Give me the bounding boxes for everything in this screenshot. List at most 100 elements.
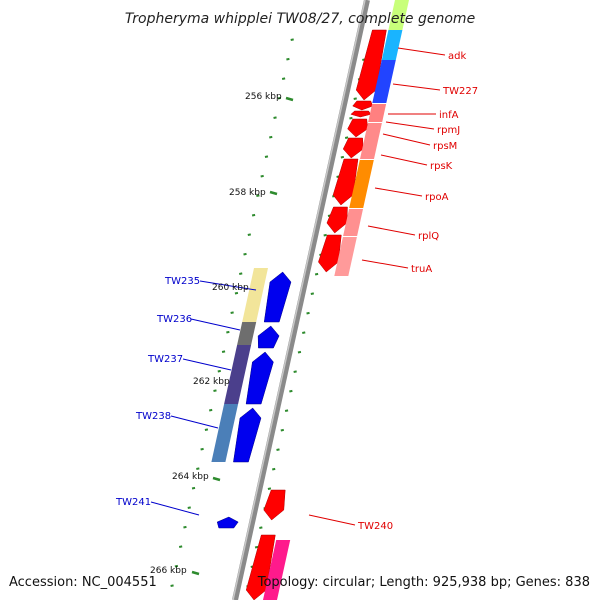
leader-line-adk xyxy=(397,47,446,56)
gene-arrow-next-a[interactable] xyxy=(245,534,276,600)
gene-label-tw241[interactable]: TW241 xyxy=(115,497,151,508)
scale-dash xyxy=(349,116,353,120)
leader-line-tw227 xyxy=(392,83,441,91)
gene-block-tw235[interactable] xyxy=(242,268,268,322)
gene-block-rpsm[interactable] xyxy=(360,123,382,159)
gene-block-tw236[interactable] xyxy=(237,322,257,345)
scale-dash xyxy=(286,57,290,61)
leader-line-rpoa xyxy=(374,187,423,197)
major-tick xyxy=(269,190,278,196)
scale-dash xyxy=(208,408,213,412)
gene-label-rpsm[interactable]: rpsM xyxy=(433,141,457,152)
gene-label-tw236[interactable]: TW236 xyxy=(156,314,192,325)
gene-label-adk[interactable]: adk xyxy=(448,51,466,62)
scale-dash xyxy=(267,487,272,490)
scale-dash xyxy=(191,486,196,490)
genome-summary-text: Topology: circular; Length: 925,938 bp; … xyxy=(257,575,590,590)
leader-line-tw237 xyxy=(182,358,232,371)
genome-backbone xyxy=(232,0,370,600)
scale-dash xyxy=(293,370,297,373)
tick-label-258kbp: 258 kbp xyxy=(229,188,266,198)
gene-arrow-tw237[interactable] xyxy=(245,351,274,405)
gene-arrow-trua[interactable] xyxy=(318,234,342,273)
scale-dash xyxy=(243,252,247,256)
gene-label-rpsk[interactable]: rpsK xyxy=(430,161,453,172)
gene-block-tw227[interactable] xyxy=(372,60,396,103)
scale-dash xyxy=(264,155,269,158)
leader-line-trua xyxy=(361,259,409,269)
gene-block-next-b[interactable] xyxy=(263,540,291,600)
tick-label-260kbp: 260 kbp xyxy=(212,283,249,293)
scale-dash xyxy=(213,389,217,392)
scale-dash xyxy=(259,526,263,529)
tick-label-262kbp: 262 kbp xyxy=(193,377,230,387)
leader-line-rplq xyxy=(367,225,416,236)
gene-label-infa[interactable]: infA xyxy=(439,110,459,121)
scale-dash xyxy=(272,467,276,471)
scale-dash xyxy=(204,428,209,431)
scale-dash xyxy=(302,331,306,334)
gene-label-rpoa[interactable]: rpoA xyxy=(425,192,449,203)
leader-line-tw236 xyxy=(190,318,241,331)
label-leaders xyxy=(150,47,446,526)
gene-label-tw240[interactable]: TW240 xyxy=(357,521,393,532)
leader-line-tw240 xyxy=(308,514,356,526)
gene-arrow-tw240[interactable] xyxy=(263,489,286,521)
gene-block-trua[interactable] xyxy=(334,237,357,276)
tick-label-256kbp: 256 kbp xyxy=(245,92,282,102)
gene-label-trua[interactable]: truA xyxy=(411,264,432,275)
gene-block-tw237[interactable] xyxy=(224,345,252,404)
gene-arrow-tw235[interactable] xyxy=(263,271,292,323)
gene-block-top[interactable] xyxy=(388,0,409,30)
gene-label-tw238[interactable]: TW238 xyxy=(135,411,171,422)
scale-dash xyxy=(273,116,277,119)
gene-arrow-adk[interactable] xyxy=(355,29,387,101)
tick-label-266kbp: 266 kbp xyxy=(150,566,187,576)
scale-dash xyxy=(306,311,310,315)
major-tick xyxy=(212,476,221,482)
gene-block-infa[interactable] xyxy=(368,104,387,122)
scale-dash xyxy=(247,233,251,236)
scale-dash xyxy=(277,96,282,100)
gene-label-tw235[interactable]: TW235 xyxy=(164,276,200,287)
gene-block-adk[interactable] xyxy=(381,30,403,60)
scale-dash xyxy=(200,447,204,451)
gene-arrow-rplq[interactable] xyxy=(326,206,348,234)
scale-dash xyxy=(289,389,293,393)
scale-dash xyxy=(280,428,284,432)
scale-dash xyxy=(187,506,191,509)
gene-arrow-rpmj[interactable] xyxy=(350,110,372,118)
scale-dash xyxy=(230,311,234,314)
leader-line-tw238 xyxy=(170,415,219,429)
genome-backbone-highlight xyxy=(232,0,366,600)
leader-line-tw241 xyxy=(150,501,200,516)
gene-label-rplq[interactable]: rplQ xyxy=(418,231,439,242)
scale-dash xyxy=(314,272,319,276)
gene-label-rpmj[interactable]: rpmJ xyxy=(437,125,460,136)
scale-dash xyxy=(284,409,289,412)
gene-arrow-tw241[interactable] xyxy=(216,516,239,529)
gene-block-rplq[interactable] xyxy=(343,209,363,236)
gene-block-tw238[interactable] xyxy=(211,404,239,462)
accession-text: Accession: NC_004551 xyxy=(9,575,157,590)
scale-dash xyxy=(290,38,294,41)
scale-dash xyxy=(340,155,345,159)
gene-arrow-tw238[interactable] xyxy=(233,407,262,463)
gene-arrow-tw236[interactable] xyxy=(257,325,280,349)
scale-dash xyxy=(226,330,230,334)
scale-dash xyxy=(276,448,280,451)
gene-arrow-rpsk[interactable] xyxy=(342,137,364,159)
gene-arrow-rpoa[interactable] xyxy=(332,158,359,206)
gene-label-tw227[interactable]: TW227 xyxy=(442,86,478,97)
scale-dash xyxy=(260,174,264,178)
major-tick xyxy=(191,570,200,576)
scale-dash xyxy=(353,97,357,100)
scale-dash xyxy=(196,467,200,470)
gene-features xyxy=(211,0,409,600)
leader-line-rpsm xyxy=(382,133,431,146)
gene-block-rpoa[interactable] xyxy=(349,160,374,208)
gene-label-tw237[interactable]: TW237 xyxy=(147,354,183,365)
gene-arrow-rpsm[interactable] xyxy=(347,118,368,138)
gene-arrow-infa[interactable] xyxy=(352,100,374,111)
scale-dash xyxy=(221,350,226,353)
